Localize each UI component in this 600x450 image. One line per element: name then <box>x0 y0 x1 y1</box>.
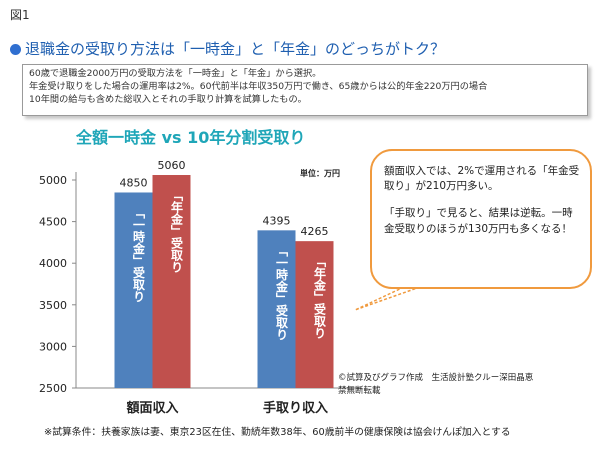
bullet-dot-icon <box>10 44 21 55</box>
bar <box>257 230 296 388</box>
series-label: 「一時金」受取り <box>132 206 146 302</box>
y-tick-label: 4500 <box>39 216 67 229</box>
bar <box>295 241 334 388</box>
data-label: 4395 <box>263 214 291 227</box>
summary-box: 60歳で退職金2000万円の受取方法を「一時金」と「年金」から選択。 年金受け取… <box>22 64 588 116</box>
callout-pointer <box>354 286 421 311</box>
headline: 退職金の受取り方法は「一時金」と「年金」のどっちがトク？ <box>10 38 445 59</box>
summary-line: 60歳で退職金2000万円の受取方法を「一時金」と「年金」から選択。 <box>29 68 322 79</box>
y-tick-label: 5000 <box>39 174 67 187</box>
y-tick-label: 4000 <box>39 257 67 270</box>
bar <box>152 175 191 388</box>
x-tick-label: 額面収入 <box>125 400 178 416</box>
data-label: 4850 <box>120 176 148 189</box>
figure-label: 図1 <box>10 8 30 22</box>
credit-line: ©試算及びグラフ作成 生活設計塾クルー深田晶恵 <box>338 373 534 383</box>
y-tick-label: 3000 <box>39 340 67 353</box>
y-tick-label: 2500 <box>39 382 67 395</box>
unit-label: 単位：万円 <box>300 169 340 178</box>
series-label: 「一時金」受取り <box>275 244 289 340</box>
headline-text: 退職金の受取り方法は「一時金」と「年金」のどっちがトク？ <box>25 40 446 58</box>
summary-line: 年金受け取りをした場合の運用率は2%。60代前半は年収350万円で働き、65歳か… <box>29 80 488 92</box>
callout-bubble: 額面収入では、2%で運用される「年金受取り」が210万円多い。 「手取り」で見る… <box>370 149 592 289</box>
callout-text: 額面収入では、2%で運用される「年金受取り」が210万円多い。 <box>384 165 580 193</box>
credit: ©試算及びグラフ作成 生活設計塾クルー深田晶恵 禁無断転載 <box>338 372 533 398</box>
summary-line: 10年間の給与も含めた総収入とそれの手取り計算を試算したもの。 <box>29 93 307 105</box>
x-tick-label: 手取り収入 <box>263 400 328 416</box>
bar <box>114 192 153 388</box>
y-tick-label: 3500 <box>39 299 67 312</box>
series-label: 「年金」受取り <box>170 189 184 273</box>
series-label: 「年金」受取り <box>313 255 327 339</box>
footnote: ※試算条件：扶養家族は妻、東京23区在住、勤続年数38年、60歳前半の健康保険は… <box>44 427 511 438</box>
data-label: 5060 <box>158 159 186 172</box>
data-label: 4265 <box>301 225 329 238</box>
credit-line: 禁無断転載 <box>338 385 381 396</box>
callout-text: 「手取り」で見ると、結果は逆転。一時金受取りのほうが130万円も多くなる！ <box>384 207 573 235</box>
chart-title: 全額一時金 vs 10年分割受取り <box>76 128 306 147</box>
